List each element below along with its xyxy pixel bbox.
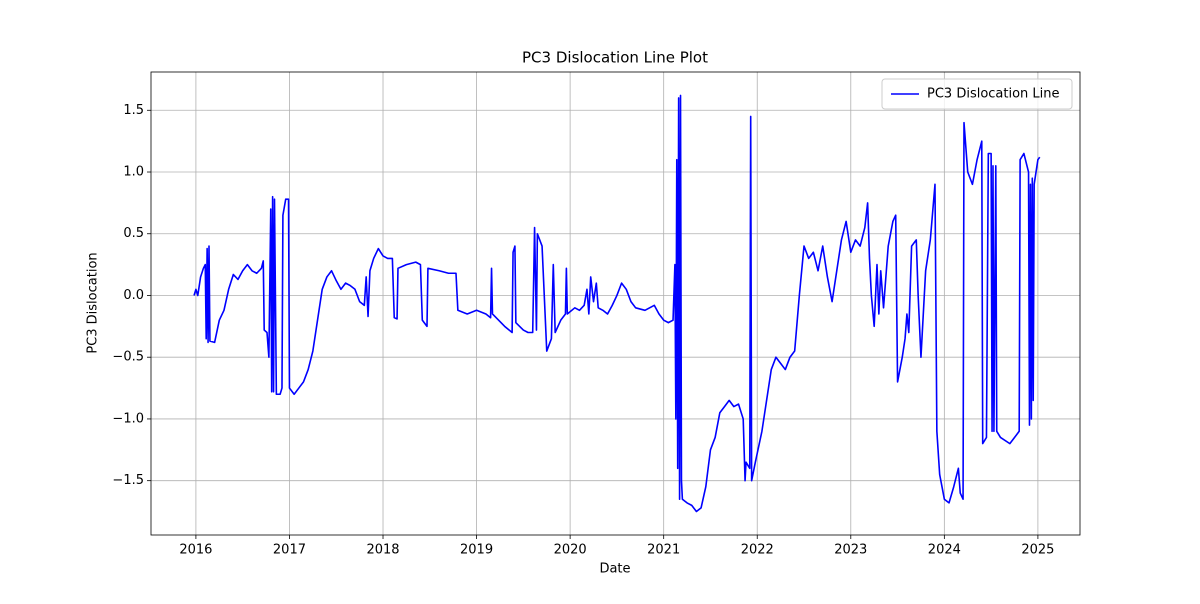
y-tick-label: 1.5 [123, 103, 144, 118]
data-line [193, 94, 1041, 513]
x-tick-label: 2022 [741, 543, 774, 558]
y-tick-label: −1.5 [112, 473, 144, 488]
y-tick-label: 1.0 [123, 165, 144, 180]
x-tick-label: 2016 [179, 543, 212, 558]
y-tick-label: −1.0 [112, 411, 144, 426]
x-tick-label: 2020 [554, 543, 587, 558]
x-tick-label: 2019 [460, 543, 493, 558]
legend-box [881, 78, 1073, 110]
legend-label: PC3 Dislocation Line [927, 87, 1060, 102]
y-tick-label: −0.5 [112, 350, 144, 365]
plot-frame [150, 71, 1081, 536]
x-tick-label: 2025 [1021, 543, 1054, 558]
x-tick-label: 2017 [273, 543, 306, 558]
x-tick-label: 2023 [834, 543, 867, 558]
x-tick-label: 2021 [647, 543, 680, 558]
y-axis-label: PC3 Dislocation [86, 252, 101, 353]
x-tick-label: 2024 [928, 543, 961, 558]
x-axis-label: Date [599, 562, 630, 577]
y-tick-label: 0.5 [123, 226, 144, 241]
x-tick-label: 2018 [366, 543, 399, 558]
chart-title: PC3 Dislocation Line Plot [522, 49, 708, 67]
y-tick-label: 0.0 [123, 288, 144, 303]
